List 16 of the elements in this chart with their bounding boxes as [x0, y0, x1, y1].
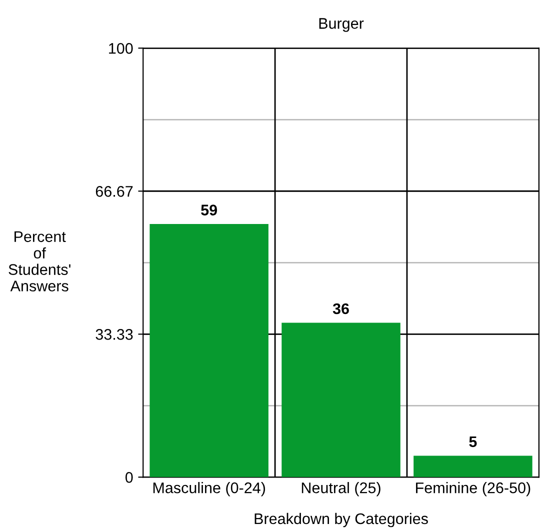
bar [282, 322, 400, 478]
bar [414, 456, 532, 478]
y-tick-label: 33.33 [96, 329, 133, 340]
data-label: 5 [469, 436, 477, 448]
y-tick-label: 0 [125, 472, 133, 483]
data-label: 36 [332, 303, 349, 314]
y-axis-title: Percent of Students' Answers [8, 231, 70, 292]
x-axis-title: Breakdown by Categories [254, 512, 428, 528]
y-tick-label: 66.67 [96, 186, 133, 197]
data-label: 59 [201, 204, 217, 216]
x-tick-label: Neutral (25) [302, 482, 380, 496]
chart-title: Burger [319, 18, 364, 32]
x-tick-label: Feminine (26-50) [416, 482, 530, 496]
x-tick-label: Masculine (0-24) [153, 482, 266, 496]
bar [150, 224, 268, 478]
y-tick-label: 100 [109, 43, 133, 54]
